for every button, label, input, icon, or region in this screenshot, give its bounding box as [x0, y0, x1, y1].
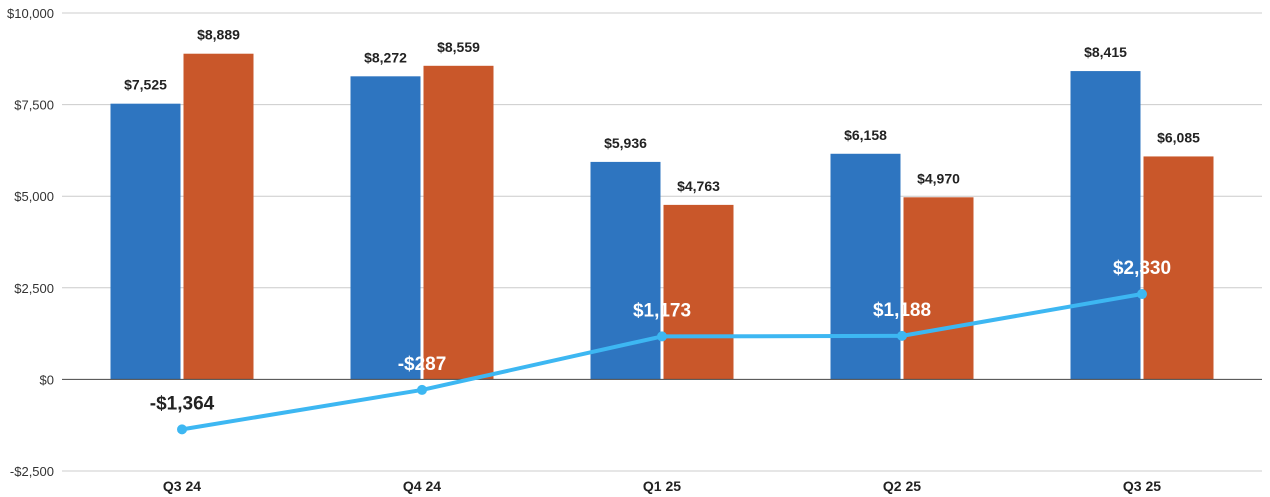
bar — [590, 161, 661, 380]
bar — [350, 76, 421, 380]
bar — [423, 65, 494, 380]
bar — [1070, 71, 1141, 380]
bar-data-label: $6,085 — [1157, 129, 1200, 145]
line-data-label: -$287 — [398, 354, 447, 375]
bar-data-label: $8,889 — [197, 27, 240, 43]
y-tick-label: $5,000 — [14, 189, 54, 204]
bar — [1143, 156, 1214, 380]
bar-data-label: $7,525 — [124, 77, 167, 93]
x-tick-label: Q2 25 — [883, 478, 921, 494]
line-data-label: $1,188 — [873, 300, 931, 321]
bar-data-label: $8,415 — [1084, 44, 1127, 60]
y-tick-label: -$2,500 — [10, 464, 54, 479]
bar-data-label: $4,970 — [917, 170, 960, 186]
bar — [663, 204, 734, 380]
bar-data-label: $8,559 — [437, 39, 480, 55]
y-tick-label: $7,500 — [14, 98, 54, 113]
bar-data-label: $8,272 — [364, 49, 407, 65]
bar — [110, 103, 181, 380]
bar-data-labels: $7,525 $8,272 $5,936 $6,158 $8,415 $8,889 $8,5… — [124, 27, 1200, 194]
y-tick-label: $10,000 — [7, 6, 54, 21]
y-tick-label: $0 — [40, 372, 54, 387]
line-point — [897, 330, 907, 341]
y-tick-label: $2,500 — [14, 281, 54, 296]
line-point — [417, 384, 427, 395]
x-tick-label: Q3 25 — [1123, 478, 1161, 494]
line-data-labels: -$1,364 -$287 $1,173 $1,188 $2,330 — [150, 258, 1171, 414]
bar-data-label: $6,158 — [844, 127, 887, 143]
line-point — [657, 331, 667, 342]
x-tick-label: Q1 25 — [643, 478, 681, 494]
y-axis-ticks: -$2,500 $0 $2,500 $5,000 $7,500 $10,000 — [7, 6, 54, 479]
x-axis-ticks: Q3 24 Q4 24 Q1 25 Q2 25 Q3 25 — [163, 478, 1161, 494]
line-data-label: $2,330 — [1113, 258, 1171, 279]
gridlines — [62, 12, 1262, 472]
line-point — [1137, 289, 1147, 300]
bars — [110, 53, 1214, 380]
bar-data-label: $5,936 — [604, 135, 647, 151]
x-tick-label: Q4 24 — [403, 478, 441, 494]
line-data-label: $1,173 — [633, 300, 691, 321]
net-line-series — [177, 289, 1147, 435]
bar — [903, 197, 974, 380]
bar-data-label: $4,763 — [677, 178, 720, 194]
bar — [830, 153, 901, 380]
line-data-label: -$1,364 — [150, 393, 215, 414]
x-tick-label: Q3 24 — [163, 478, 201, 494]
bar — [183, 53, 254, 380]
line-point — [177, 424, 187, 435]
